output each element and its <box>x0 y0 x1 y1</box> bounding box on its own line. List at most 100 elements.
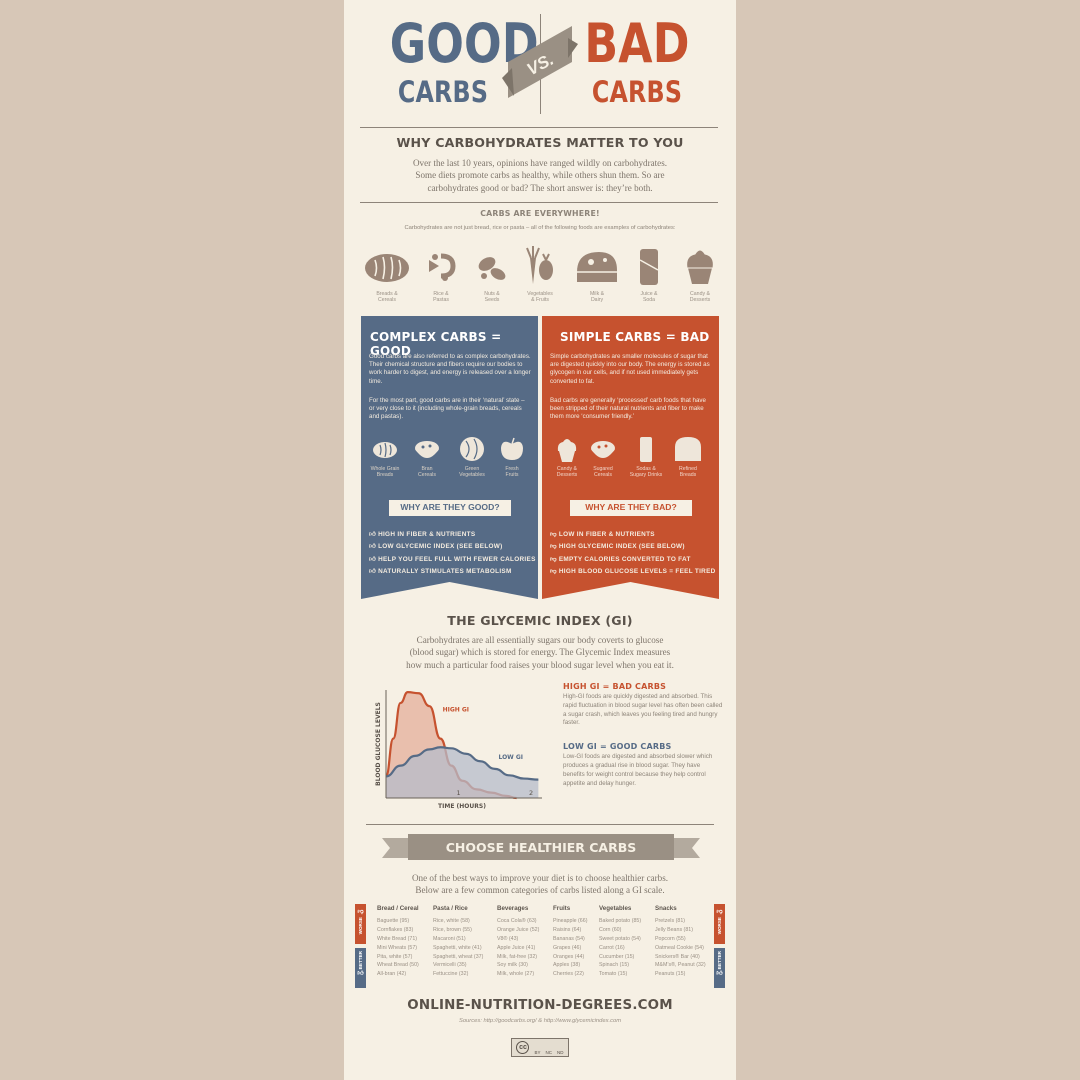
bad-reason: 👎︎ LOW IN FIBER & NUTRIENTS <box>550 531 655 538</box>
can-icon <box>639 249 659 285</box>
everywhere-subtitle: Carbohydrates are not just bread, rice o… <box>404 225 676 231</box>
good-carbs-label: CARBS <box>397 75 489 109</box>
nd-label: ND <box>556 1050 564 1055</box>
good-reason: 👍︎ NATURALLY STIMULATES METABOLISM <box>369 568 512 576</box>
gi-column-beverages: Beverages Coca Cola® (63) Orange Juice (5… <box>497 905 539 979</box>
thumbs-up-icon: 👍︎ <box>369 568 379 576</box>
bowl-icon <box>591 441 615 458</box>
list-item: Rice, white (58) <box>433 917 470 924</box>
divider <box>360 127 718 128</box>
bad-reason: 👎︎ HIGH BLOOD GLUCOSE LEVELS = FEEL TIRE… <box>550 568 716 576</box>
why-title: WHY CARBOHYDRATES MATTER TO YOU <box>396 135 684 150</box>
list-item: Grapes (46) <box>553 944 582 951</box>
bad-reasons-list: 👎︎ LOW IN FIBER & NUTRIENTS 👎︎ HIGH GLYC… <box>550 529 716 579</box>
bad-carbs-label: CARBS <box>591 75 683 109</box>
list-item: Cornflakes (83) <box>377 926 414 933</box>
list-item: Spaghetti, wheat (37) <box>433 953 484 960</box>
divider <box>366 824 714 825</box>
thumbs-down-icon: 👎︎ <box>550 531 559 538</box>
list-item: Macaroni (51) <box>433 935 466 942</box>
list-item: Pineapple (66) <box>553 917 588 924</box>
thumbs-up-icon: 👍︎ <box>357 971 364 978</box>
list-item: Cherries (22) <box>553 971 584 978</box>
thumbs-down-icon: 👎︎ <box>550 543 559 551</box>
gi-scale-right: 👎︎ WORSE BETTER 👍︎ <box>714 904 725 990</box>
simple-title: SIMPLE CARBS = BAD <box>560 330 710 344</box>
x-tick-label: 1 <box>456 789 460 797</box>
list-item: Pretzels (81) <box>655 917 686 924</box>
high-gi-title: HIGH GI = BAD CARBS <box>563 682 667 691</box>
bread-icon <box>365 254 409 282</box>
list-item: Apples (38) <box>553 962 581 969</box>
thumbs-up-icon: 👍︎ <box>369 543 379 551</box>
list-item: Vermicelli (35) <box>433 962 467 969</box>
x-tick-label: 2 <box>529 789 533 797</box>
pasta-icon <box>429 253 456 281</box>
vs-ribbon: VS. <box>502 26 578 98</box>
nc-label: NC <box>545 1050 552 1055</box>
simple-paragraph-2: Bad carbs are generally ‘processed’ carb… <box>550 397 706 421</box>
sources-links[interactable]: http://goodcarbs.org/ & http://www.glyce… <box>483 1018 622 1024</box>
nuts-icon <box>478 257 506 280</box>
food-label: Nuts & Seeds <box>484 291 500 303</box>
list-item: Tomato (15) <box>599 971 628 978</box>
bowl-icon <box>415 441 439 458</box>
thumbs-down-icon: 👎︎ <box>716 909 723 915</box>
bread-icon <box>675 437 701 461</box>
worse-label: WORSE <box>717 917 722 935</box>
list-item: Orange Juice (52) <box>497 926 540 933</box>
footer-sources: Sources: http://goodcarbs.org/ & http://… <box>344 1018 736 1024</box>
list-item: Corn (60) <box>599 926 622 933</box>
cheese-icon <box>577 252 617 282</box>
thumbs-down-icon: 👎︎ <box>550 568 559 576</box>
gi-column-fruits: Fruits Pineapple (66) Raisins (64) Bananas… <box>553 905 587 979</box>
gi-column-bread: Bread / Cereal Baguette (95) Cornflakes (… <box>377 905 419 979</box>
by-label: BY <box>534 1050 541 1055</box>
list-item: Cucumber (15) <box>599 953 635 960</box>
better-label: BETTER <box>717 951 722 970</box>
choose-title: CHOOSE HEALTHIER CARBS <box>446 840 637 855</box>
gi-column-vegetables: Vegetables Baked potato (85) Corn (60) Swe… <box>599 905 641 979</box>
complex-icons <box>373 437 523 461</box>
thumbs-down-icon: 👎︎ <box>550 555 559 563</box>
divider <box>360 202 718 203</box>
good-reason: 👍︎ HIGH IN FIBER & NUTRIENTS <box>369 531 476 538</box>
simple-icon-label: Sugared Cereals <box>593 466 613 478</box>
list-item: Raisins (64) <box>553 926 582 933</box>
list-item: Bananas (54) <box>553 935 585 942</box>
footer-site-link[interactable]: ONLINE-NUTRITION-DEGREES.COM <box>407 998 673 1013</box>
list-item: Milk, fat-free (32) <box>497 953 538 960</box>
simple-icon-label: Sodas & Sugary Drinks <box>629 466 663 478</box>
cc-license-badge[interactable]: cc BY NC ND <box>511 1038 569 1057</box>
bad-title: BAD <box>584 12 690 75</box>
why-bad-ribbon: WHY ARE THEY BAD? <box>570 500 692 516</box>
gi-body: Carbohydrates are all essentially sugars… <box>406 635 674 670</box>
sources-label: Sources: <box>458 1018 482 1024</box>
gi-scale-left: 👎︎ WORSE BETTER 👍︎ <box>355 904 366 990</box>
list-item: Soy milk (30) <box>497 962 528 969</box>
series-line-low-gi <box>385 746 539 781</box>
series-labels: HIGH GI LOW GI <box>443 707 523 762</box>
list-item: Baked potato (85) <box>599 917 642 924</box>
simple-icons <box>557 437 701 462</box>
good-reason: 👍︎ LOW GLYCEMIC INDEX (SEE BELOW) <box>369 543 503 551</box>
simple-icon-label: Refined Breads <box>679 466 697 478</box>
everywhere-title: CARBS ARE EVERYWHERE! <box>480 209 600 218</box>
food-label: Candy & Desserts <box>689 291 711 303</box>
better-label: BETTER <box>358 951 363 970</box>
choose-body: One of the best ways to improve your die… <box>411 873 669 896</box>
cc-icon: cc <box>516 1041 530 1054</box>
list-item: Spaghetti, white (41) <box>433 944 482 951</box>
complex-title: COMPLEX CARBS = GOOD <box>370 330 502 358</box>
complex-paragraph-1: Good carbs are also referred to as compl… <box>369 353 531 385</box>
series-label-high-gi: HIGH GI <box>443 707 469 714</box>
list-item: Mini Wheats (57) <box>377 944 418 951</box>
gi-column-snacks: Snacks Pretzels (81) Jelly Beans (81) Popc… <box>655 905 706 979</box>
thumbs-down-icon: 👎︎ <box>357 909 364 915</box>
thumbs-up-icon: 👍︎ <box>369 555 379 563</box>
x-axis-label: TIME (HOURS) <box>438 803 486 810</box>
gi-plot-area <box>384 691 539 800</box>
list-item: M&M’s®, Peanut (32) <box>655 962 706 969</box>
column-header: Bread / Cereal <box>377 905 419 912</box>
